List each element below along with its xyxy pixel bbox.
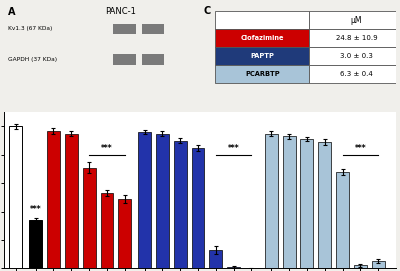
Text: ***: ***	[354, 144, 366, 153]
Bar	[354, 266, 367, 268]
Bar	[336, 172, 349, 268]
Text: Kv1.3 (67 KDa): Kv1.3 (67 KDa)	[8, 26, 52, 31]
Bar	[215, 65, 309, 83]
Text: PAPTP: PAPTP	[250, 53, 274, 59]
Bar	[174, 141, 187, 268]
Text: PCARBTP: PCARBTP	[245, 71, 280, 77]
Bar	[372, 261, 385, 268]
Bar	[142, 24, 164, 34]
Text: 3.0 ± 0.3: 3.0 ± 0.3	[340, 53, 373, 59]
Text: 6.3 ± 0.4: 6.3 ± 0.4	[340, 71, 373, 77]
Bar	[215, 47, 309, 65]
Text: μM: μM	[351, 16, 362, 25]
Bar	[309, 29, 400, 47]
Bar	[113, 54, 136, 65]
Bar	[47, 131, 60, 268]
Text: Clofazimine: Clofazimine	[240, 35, 284, 41]
Bar	[156, 134, 169, 268]
Bar	[113, 24, 136, 34]
Bar	[265, 134, 278, 268]
Text: C: C	[204, 6, 211, 16]
Bar	[318, 142, 331, 268]
Text: ***: ***	[101, 144, 113, 153]
Text: ***: ***	[228, 144, 240, 153]
Bar	[227, 267, 240, 268]
Bar	[142, 54, 164, 65]
Bar	[215, 29, 309, 47]
Bar	[210, 250, 222, 268]
Bar	[10, 126, 22, 268]
Text: GAPDH (37 KDa): GAPDH (37 KDa)	[8, 57, 57, 62]
Bar	[309, 65, 400, 83]
Bar	[118, 199, 131, 268]
Bar	[138, 132, 151, 268]
Text: PANC-1: PANC-1	[106, 7, 136, 16]
Bar	[215, 11, 309, 29]
Text: 24.8 ± 10.9: 24.8 ± 10.9	[336, 35, 377, 41]
Text: A: A	[8, 7, 15, 17]
Bar	[83, 167, 96, 268]
Bar	[100, 193, 113, 268]
Text: ***: ***	[30, 205, 42, 214]
Bar	[309, 47, 400, 65]
Bar	[309, 11, 400, 29]
Bar	[192, 148, 204, 268]
Bar	[65, 134, 78, 268]
Bar	[283, 136, 296, 268]
Bar	[29, 220, 42, 268]
Bar	[300, 139, 313, 268]
